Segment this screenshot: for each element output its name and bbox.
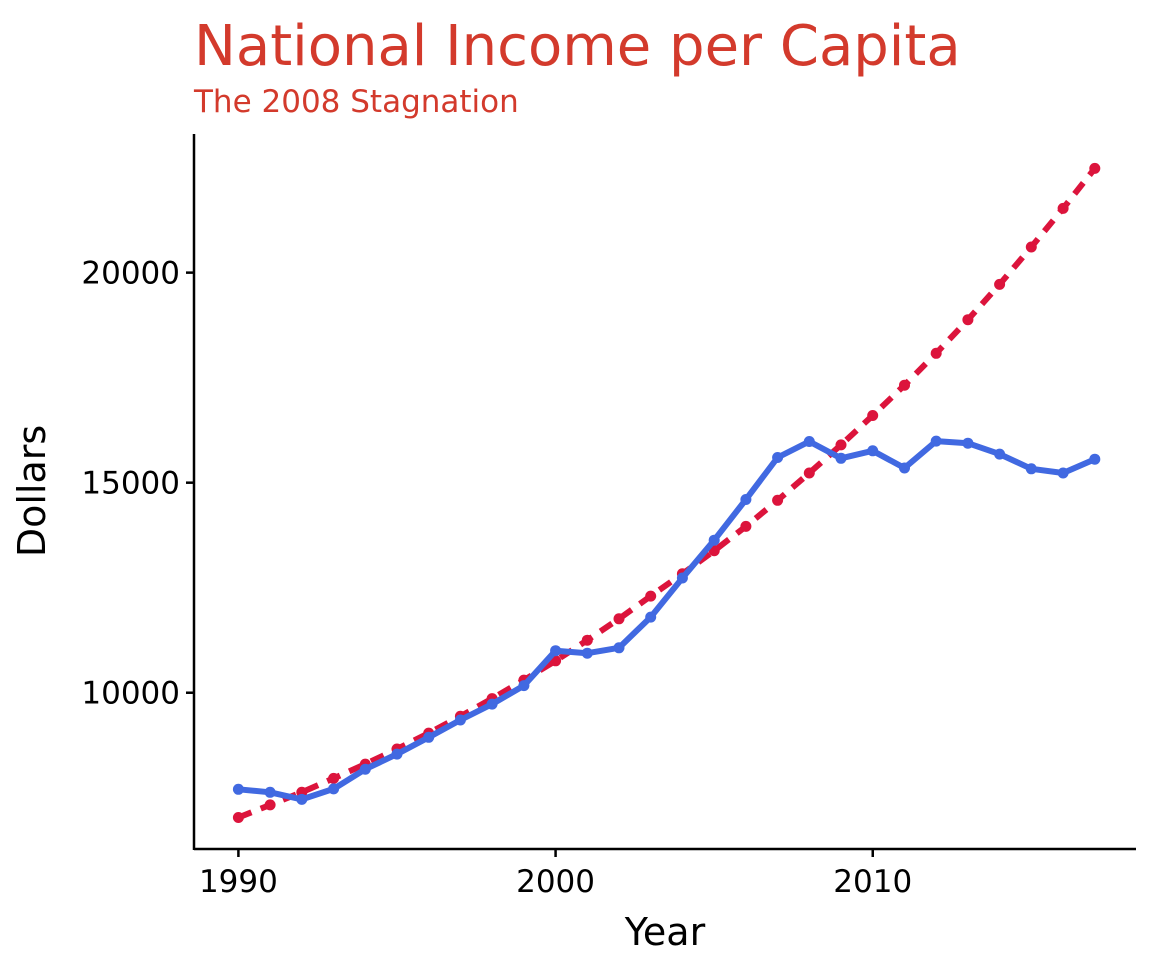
data-point-actual xyxy=(1057,467,1069,479)
x-tick-label: 2010 xyxy=(833,864,912,900)
x-tick-label: 2000 xyxy=(516,864,595,900)
data-point-trend xyxy=(962,314,974,326)
data-point-actual xyxy=(391,748,403,760)
data-point-actual xyxy=(930,435,942,447)
data-point-trend xyxy=(930,347,942,359)
data-point-actual xyxy=(264,786,276,798)
data-point-actual xyxy=(899,462,910,474)
data-point-trend xyxy=(645,590,657,602)
data-point-actual xyxy=(867,445,879,457)
chart-title: National Income per Capita xyxy=(194,14,961,79)
series-line-actual xyxy=(238,438,1096,803)
data-point-actual xyxy=(708,534,720,546)
data-point-actual xyxy=(994,448,1006,460)
data-point-actual xyxy=(454,714,466,726)
data-point-trend xyxy=(328,772,340,784)
plot-area xyxy=(232,162,1101,823)
data-point-trend xyxy=(772,494,784,506)
y-axis-title: Dollars xyxy=(10,425,54,557)
data-point-actual xyxy=(423,731,435,743)
data-point-actual xyxy=(1089,453,1101,465)
data-point-trend xyxy=(1089,162,1101,174)
data-point-actual xyxy=(296,793,308,805)
data-point-actual xyxy=(518,680,530,692)
chart-subtitle: The 2008 Stagnation xyxy=(193,84,519,120)
data-point-trend xyxy=(867,410,879,421)
data-point-actual xyxy=(962,437,974,449)
x-tick-label: 1990 xyxy=(199,864,278,900)
data-point-actual xyxy=(581,647,593,659)
data-point-actual xyxy=(232,783,244,795)
data-point-actual xyxy=(676,572,688,584)
data-point-actual xyxy=(613,642,625,654)
data-point-actual xyxy=(328,783,340,795)
data-point-actual xyxy=(772,452,784,463)
y-tick-label: 10000 xyxy=(81,676,180,712)
data-point-actual xyxy=(803,436,815,447)
data-point-actual xyxy=(550,645,562,657)
data-point-trend xyxy=(740,520,752,532)
data-point-trend xyxy=(232,812,244,823)
data-point-actual xyxy=(645,611,657,623)
data-point-trend xyxy=(1057,202,1069,214)
data-point-trend xyxy=(581,634,593,646)
data-point-actual xyxy=(486,698,498,710)
data-point-trend xyxy=(264,799,276,811)
data-point-actual xyxy=(1025,463,1037,475)
data-point-trend xyxy=(994,278,1006,290)
x-axis-title: Year xyxy=(624,910,706,954)
data-point-trend xyxy=(835,439,847,451)
data-point-trend xyxy=(1025,241,1037,253)
data-point-actual xyxy=(740,494,752,505)
data-point-actual xyxy=(835,452,847,464)
axis-ticks: 10000 15000 20000 1990 2000 2010 xyxy=(81,256,912,900)
data-point-trend xyxy=(899,379,910,391)
y-tick-label: 20000 xyxy=(81,256,180,292)
series-line-trend xyxy=(237,166,1098,821)
data-point-actual xyxy=(359,763,371,775)
data-point-trend xyxy=(803,467,815,479)
data-point-trend xyxy=(613,613,625,625)
y-tick-label: 15000 xyxy=(81,466,180,502)
